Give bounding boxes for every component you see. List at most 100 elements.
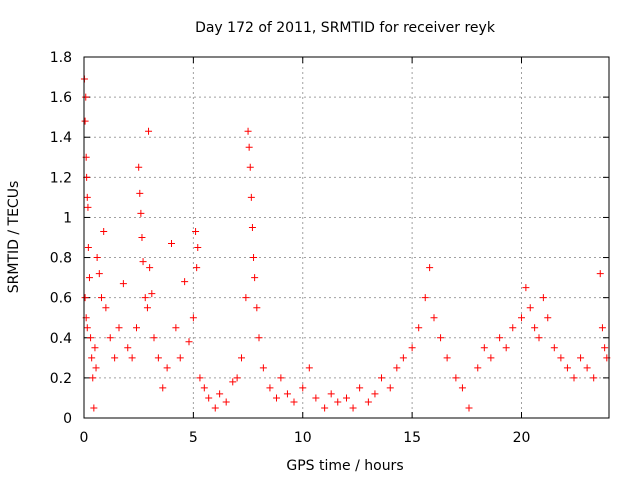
- data-point: [148, 290, 156, 298]
- data-point: [544, 314, 552, 322]
- data-point: [141, 294, 149, 302]
- data-point: [98, 294, 105, 302]
- x-tick-label: 20: [513, 430, 531, 446]
- y-tick-label: 1.6: [50, 90, 72, 106]
- data-point: [526, 304, 534, 312]
- data-point: [145, 127, 153, 135]
- data-point: [474, 364, 482, 372]
- data-point: [111, 354, 119, 362]
- data-point: [200, 384, 208, 392]
- data-point: [102, 304, 110, 312]
- tick-labels: 0 5 10 15 20 0 0.2 0.4 0.6 0.8 1 1.2 1.4 1.6 1.8: [50, 50, 531, 446]
- data-point: [518, 314, 525, 322]
- data-point: [393, 364, 401, 372]
- x-tick-label: 5: [189, 430, 198, 446]
- data-point: [356, 384, 364, 392]
- data-point: [426, 264, 434, 272]
- data-point: [172, 324, 180, 332]
- data-point: [229, 378, 237, 386]
- data-point: [480, 344, 488, 352]
- data-point: [192, 227, 200, 235]
- data-point: [245, 143, 253, 151]
- data-point: [531, 324, 539, 332]
- data-point: [222, 398, 230, 406]
- y-tick-label: 0.2: [50, 371, 72, 387]
- data-point: [557, 354, 565, 362]
- data-point: [349, 404, 357, 412]
- data-point: [88, 354, 96, 362]
- data-point: [590, 374, 598, 382]
- y-tick-label: 1.2: [50, 170, 72, 186]
- y-axis-label: SRMTID / TECUs: [6, 181, 22, 294]
- data-point: [570, 374, 578, 382]
- data-point: [259, 364, 267, 372]
- data-point: [115, 324, 123, 332]
- data-point: [277, 374, 285, 382]
- data-point: [266, 384, 274, 392]
- data-point: [137, 209, 145, 217]
- data-point: [408, 344, 416, 352]
- data-point: [90, 404, 98, 412]
- data-point: [371, 390, 379, 398]
- plot-frame: [83, 56, 610, 419]
- data-point: [250, 254, 258, 262]
- data-point: [343, 394, 350, 402]
- data-point: [290, 398, 298, 406]
- data-point: [334, 398, 342, 406]
- data-point: [91, 344, 99, 352]
- data-point: [205, 394, 213, 402]
- data-point: [535, 334, 543, 342]
- data-point: [139, 258, 147, 266]
- data-point: [487, 354, 495, 362]
- data-point: [196, 374, 204, 382]
- data-point: [242, 294, 250, 302]
- data-point: [84, 203, 92, 211]
- data-point: [154, 354, 162, 362]
- data-point: [185, 338, 193, 346]
- data-point: [176, 354, 184, 362]
- data-point: [283, 390, 291, 398]
- data-point: [312, 394, 320, 402]
- data-point: [84, 244, 92, 252]
- data-point: [563, 364, 571, 372]
- data-point: [522, 284, 530, 292]
- data-point: [89, 374, 97, 382]
- data-point: [299, 384, 307, 392]
- data-point: [168, 240, 175, 248]
- data-point: [119, 280, 127, 288]
- data-point: [430, 314, 438, 322]
- data-point: [415, 324, 423, 332]
- y-tick-label: 0.8: [50, 251, 72, 267]
- data-point: [386, 384, 394, 392]
- data-point: [596, 270, 604, 278]
- data-point: [159, 384, 167, 392]
- data-point: [81, 117, 89, 125]
- data-point: [163, 364, 171, 372]
- data-point: [601, 344, 609, 352]
- data-point: [452, 374, 460, 382]
- data-point: [136, 189, 144, 197]
- data-point: [246, 163, 254, 171]
- data-point: [194, 244, 202, 252]
- data-point: [150, 334, 158, 342]
- x-tick-label: 0: [80, 430, 89, 446]
- data-point: [253, 304, 261, 312]
- data-point: [437, 334, 445, 342]
- data-point: [251, 274, 259, 282]
- y-tick-label: 1.4: [50, 130, 72, 146]
- y-tick-label: 1: [63, 210, 72, 226]
- data-point: [233, 374, 241, 382]
- data-point: [443, 354, 451, 362]
- data-point: [83, 193, 91, 201]
- y-tick-label: 0: [63, 411, 72, 427]
- data-point: [465, 404, 473, 412]
- data-point: [133, 324, 140, 332]
- data-point: [193, 264, 201, 272]
- grid: [84, 57, 609, 418]
- data-point: [124, 344, 132, 352]
- data-point: [146, 264, 154, 272]
- data-point: [550, 344, 558, 352]
- data-point: [364, 398, 372, 406]
- axis-ticks: [83, 56, 609, 419]
